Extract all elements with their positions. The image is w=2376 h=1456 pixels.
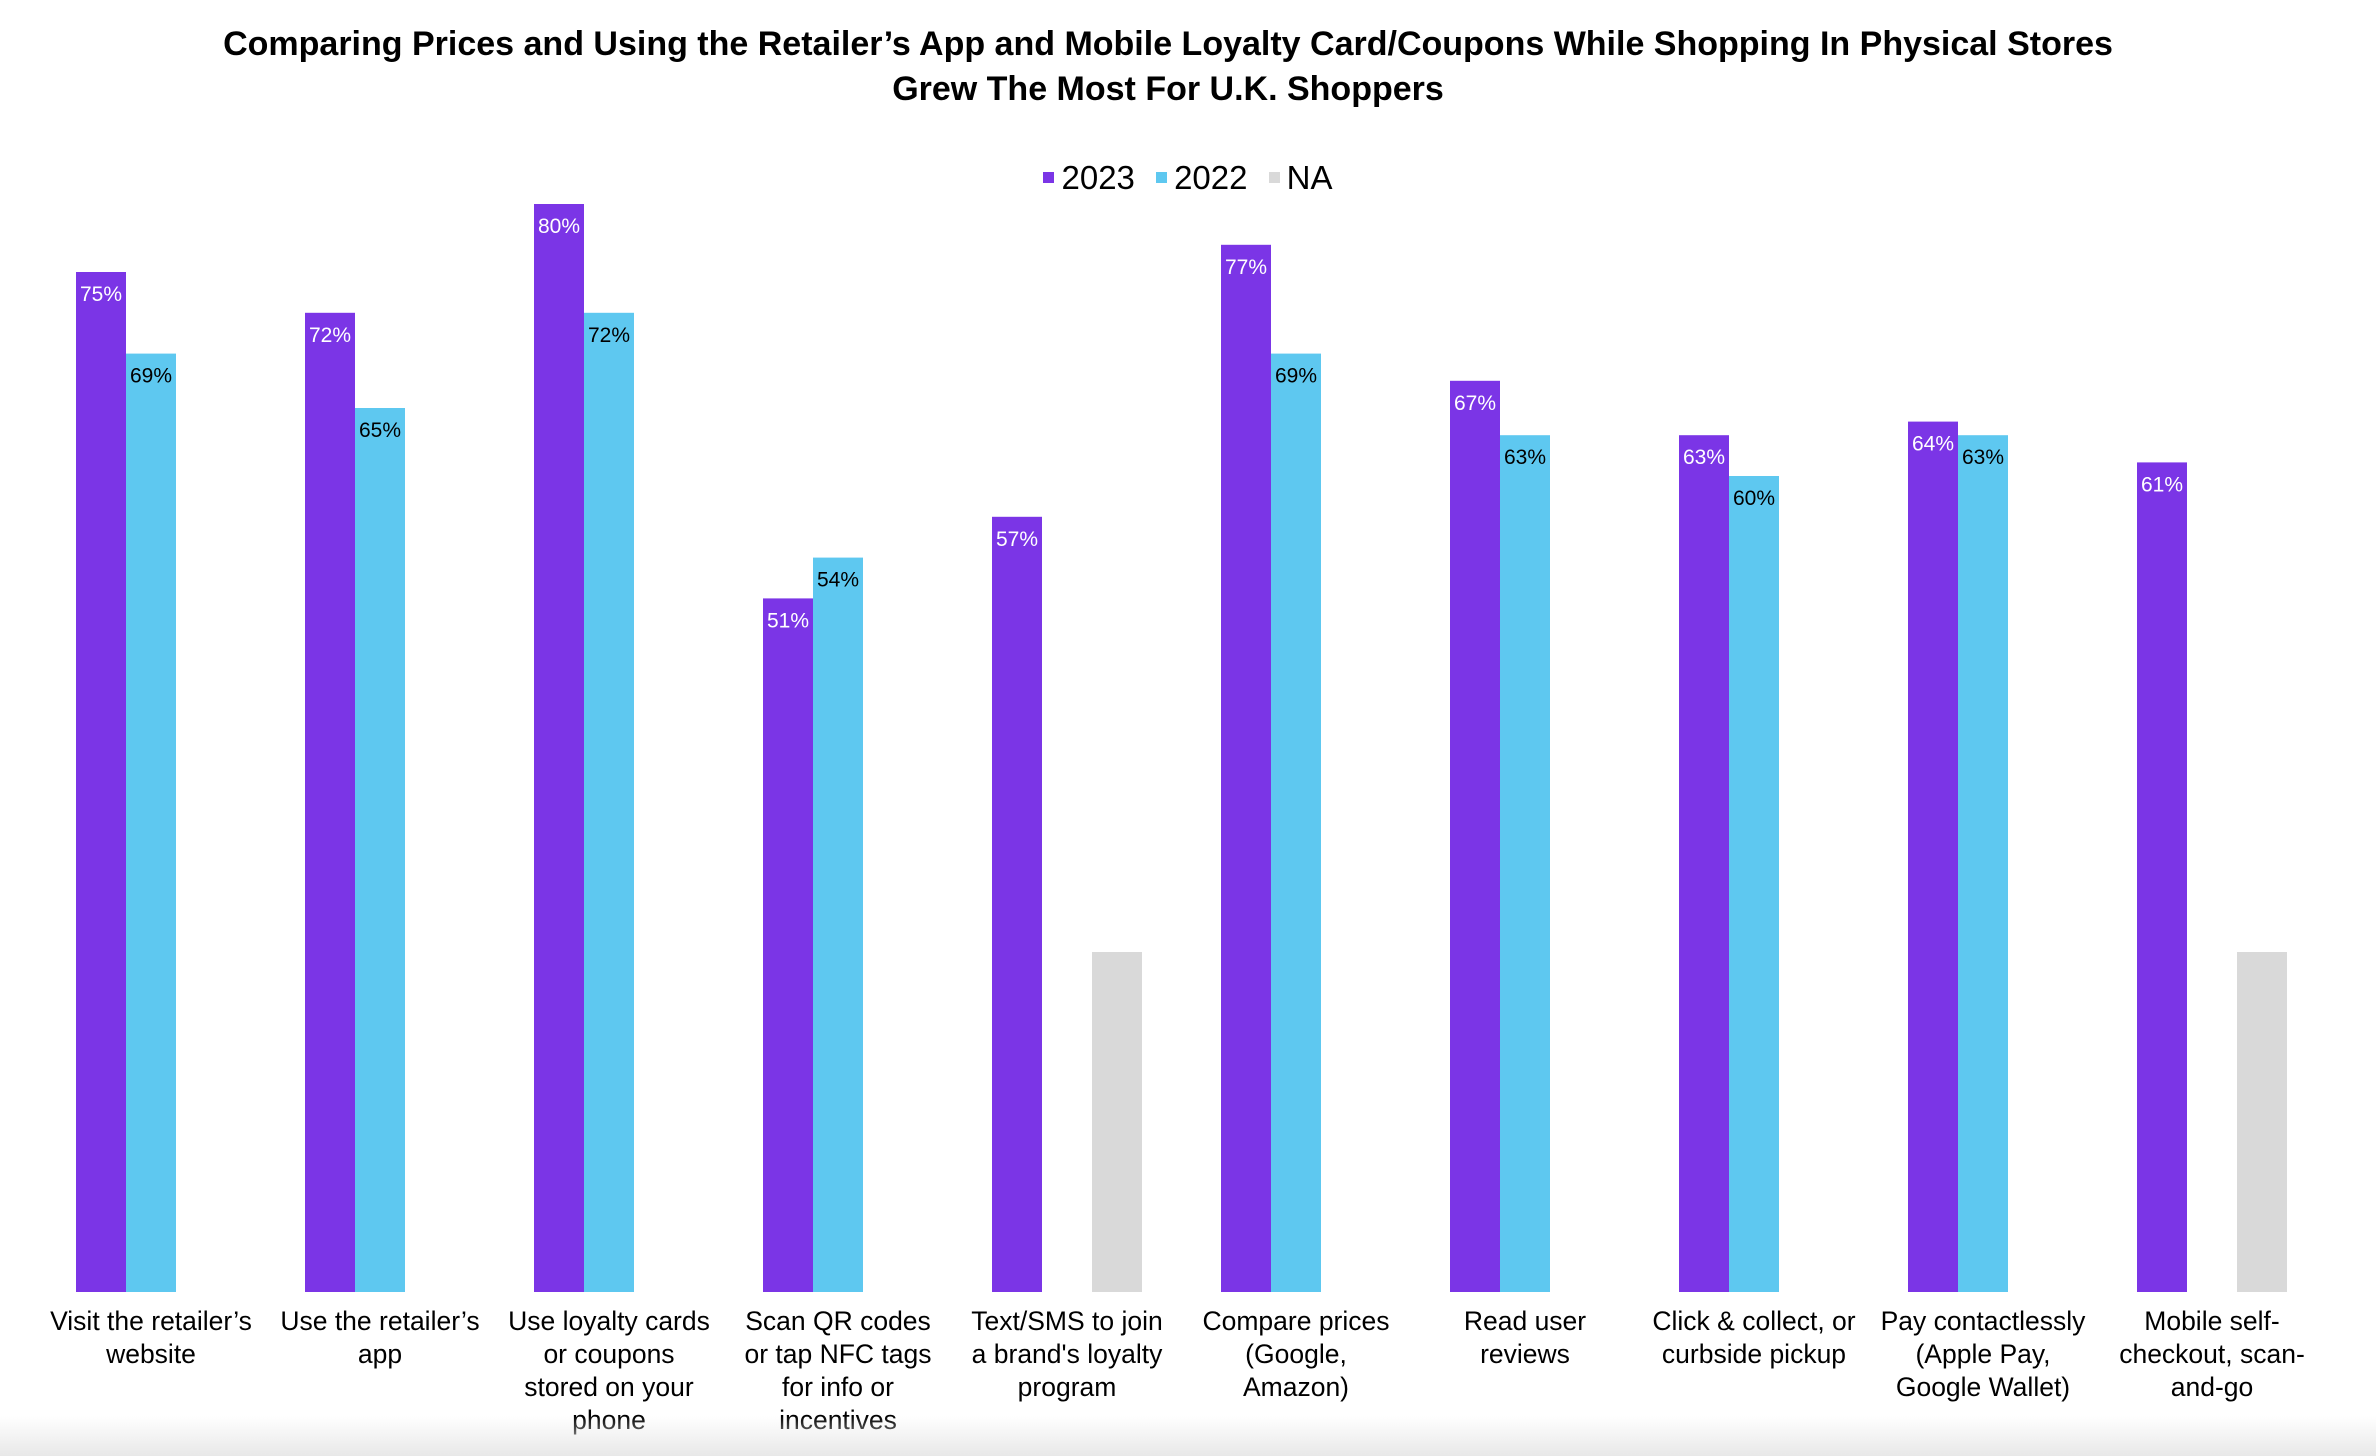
bar-2022-7 — [1729, 476, 1779, 1292]
bar-2022-1 — [355, 408, 405, 1292]
bar-2023-6 — [1450, 380, 1500, 1292]
category-label-line: Compare prices — [1202, 1306, 1390, 1336]
category-label-line: app — [357, 1339, 403, 1369]
legend-swatch-2023 — [1043, 171, 1055, 183]
category-label-line: Click & collect, or — [1652, 1306, 1856, 1336]
bar-2023-0 — [76, 272, 126, 1292]
data-label-2022-6: 63% — [1504, 446, 1546, 469]
category-label-line: Use the retailer’s — [280, 1306, 480, 1336]
category-label-line: stored on your — [524, 1372, 694, 1402]
data-label-2022-7: 60% — [1733, 487, 1775, 510]
data-label-2023-4: 57% — [996, 528, 1038, 551]
chart-title-line-1: Comparing Prices and Using the Retailer’… — [223, 25, 2113, 63]
data-label-2023-3: 51% — [767, 609, 809, 632]
category-label-1: Use the retailer’s app — [266, 1305, 494, 1371]
chart-title-line-2: Grew The Most For U.K. Shoppers — [892, 70, 1444, 108]
category-label-line: a brand's loyalty — [971, 1339, 1163, 1369]
bar-2022-3 — [813, 557, 863, 1292]
bar-na-4 — [1092, 952, 1142, 1292]
data-label-2022-1: 65% — [359, 419, 401, 442]
category-label-line: (Google, — [1245, 1339, 1347, 1369]
category-label-line: website — [106, 1339, 196, 1369]
category-label-line: reviews — [1480, 1339, 1570, 1369]
category-label-line: Text/SMS to join — [971, 1306, 1163, 1336]
category-label-7: Click & collect, or curbside pickup — [1640, 1305, 1868, 1371]
category-label-line: Visit the retailer’s — [50, 1306, 252, 1336]
data-label-2023-8: 64% — [1912, 433, 1954, 456]
category-label-line: and-go — [2170, 1372, 2254, 1402]
chart-legend: 2023 2022 NA — [0, 158, 2376, 198]
chart-title: Comparing Prices and Using the Retailer’… — [60, 22, 2276, 112]
bottom-fade — [0, 1416, 2376, 1456]
data-label-2022-3: 54% — [817, 569, 859, 592]
category-label-line: checkout, scan- — [2119, 1339, 2305, 1369]
bar-2023-7 — [1679, 435, 1729, 1292]
data-label-2023-9: 61% — [2141, 473, 2183, 496]
data-label-2023-2: 80% — [538, 215, 580, 238]
category-label-line: Google Wallet) — [1895, 1372, 2071, 1402]
data-label-2022-5: 69% — [1275, 365, 1317, 388]
category-label-line: or tap NFC tags — [744, 1339, 932, 1369]
legend-label-na: NA — [1286, 159, 1333, 196]
data-label-2023-0: 75% — [80, 283, 122, 306]
bar-2022-6 — [1500, 435, 1550, 1292]
bar-2022-8 — [1958, 435, 2008, 1292]
data-label-2022-2: 72% — [588, 324, 630, 347]
data-label-2022-0: 69% — [130, 365, 172, 388]
data-label-2023-1: 72% — [309, 324, 351, 347]
category-label-9: Mobile self-checkout, scan-and-go — [2098, 1305, 2326, 1404]
category-label-line: program — [1017, 1372, 1117, 1402]
data-label-2022-8: 63% — [1962, 446, 2004, 469]
data-label-2023-7: 63% — [1683, 446, 1725, 469]
legend-swatch-na — [1268, 171, 1280, 183]
data-label-2023-6: 67% — [1454, 392, 1496, 415]
bar-2023-9 — [2137, 462, 2187, 1292]
category-label-4: Text/SMS to join a brand's loyalty program — [953, 1305, 1181, 1404]
category-label-line: curbside pickup — [1661, 1339, 1847, 1369]
legend-label-2022: 2022 — [1174, 159, 1248, 196]
category-label-6: Read user reviews — [1411, 1305, 1639, 1371]
bar-2023-4 — [992, 516, 1042, 1292]
bar-2023-1 — [305, 312, 355, 1292]
bar-2023-5 — [1221, 244, 1271, 1292]
legend-swatch-2022 — [1156, 171, 1168, 183]
category-label-0: Visit the retailer’s website — [37, 1305, 265, 1371]
bar-na-9 — [2237, 952, 2287, 1292]
category-label-line: Mobile self- — [2144, 1306, 2280, 1336]
category-label-line: (Apple Pay, — [1915, 1339, 2051, 1369]
category-label-5: Compare prices (Google, Amazon) — [1182, 1305, 1410, 1404]
bar-2022-5 — [1271, 353, 1321, 1293]
legend-item-na: NA — [1268, 158, 1333, 198]
category-label-line: or coupons — [543, 1339, 675, 1369]
legend-item-2023: 2023 — [1043, 158, 1135, 198]
category-label-line: Scan QR codes — [745, 1306, 931, 1336]
category-label-line: Pay contactlessly — [1880, 1306, 2086, 1336]
bar-2023-2 — [534, 204, 584, 1292]
category-label-line: Use loyalty cards — [508, 1306, 710, 1336]
category-label-line: Amazon) — [1242, 1372, 1350, 1402]
category-label-line: for info or — [782, 1372, 894, 1402]
bar-2023-8 — [1908, 421, 1958, 1293]
category-label-line: Read user — [1463, 1306, 1587, 1336]
legend-item-2022: 2022 — [1156, 158, 1248, 198]
category-label-8: Pay contactlessly (Apple Pay, Google Walle… — [1869, 1305, 2097, 1404]
data-label-2023-5: 77% — [1225, 256, 1267, 279]
bar-2022-0 — [126, 353, 176, 1293]
legend-label-2023: 2023 — [1061, 159, 1135, 196]
bar-2023-3 — [763, 598, 813, 1292]
bar-2022-2 — [584, 312, 634, 1292]
